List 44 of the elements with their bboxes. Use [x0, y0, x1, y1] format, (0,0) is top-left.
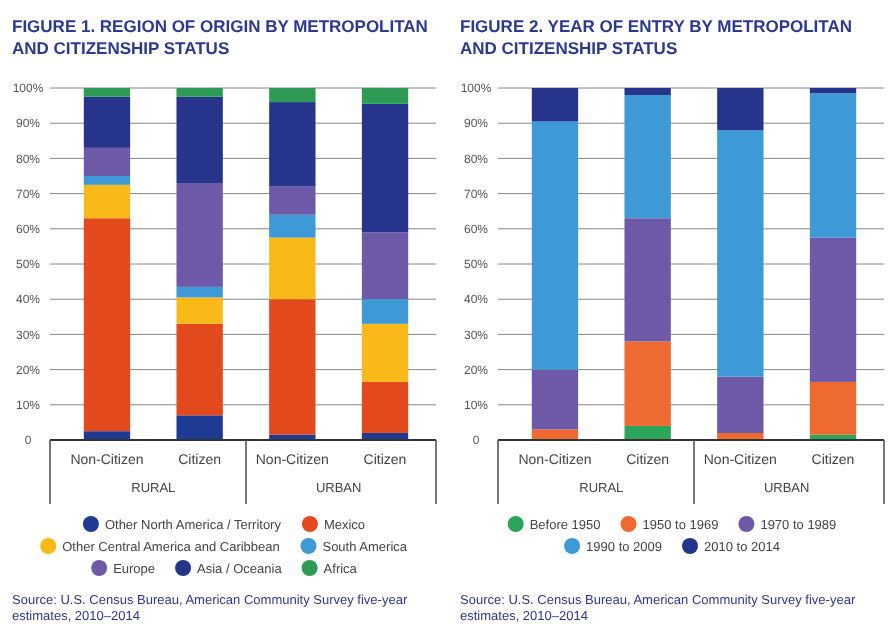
bar: [269, 102, 316, 187]
bar: [717, 376, 764, 433]
chart-title: FIGURE 1. REGION OF ORIGIN BY METROPOLITAN AND CITIZENSHIP STATUS: [12, 16, 428, 58]
bar: [269, 88, 316, 103]
bar: [83, 88, 131, 97]
bar: [361, 299, 409, 324]
bar: [361, 323, 409, 382]
bar: [176, 183, 223, 287]
bar: [176, 96, 223, 184]
bar: [624, 341, 671, 426]
bar: [176, 297, 223, 324]
bar: [269, 299, 316, 435]
bar: [531, 369, 579, 430]
bar: [361, 232, 409, 300]
bar: [269, 186, 316, 215]
bar: [531, 88, 579, 122]
bar: [176, 323, 223, 416]
bar: [176, 88, 223, 97]
bar: [717, 88, 764, 131]
bar: [83, 184, 131, 219]
bar: [83, 218, 131, 432]
bar: [361, 103, 409, 233]
bar: [531, 121, 579, 370]
bar: [809, 381, 857, 435]
bar: [269, 214, 316, 238]
bar: [531, 429, 579, 440]
bar: [624, 88, 671, 96]
bar: [624, 95, 671, 219]
bar: [361, 381, 409, 433]
bar: [809, 88, 857, 94]
bar: [83, 176, 131, 185]
bar: [176, 286, 223, 298]
bar: [361, 88, 409, 104]
bar: [269, 237, 316, 300]
bar: [624, 425, 671, 440]
bar: [83, 147, 131, 176]
bar: [717, 130, 764, 377]
bar: [83, 96, 131, 148]
bar: [809, 237, 857, 382]
bar: [809, 93, 857, 238]
bar: [176, 415, 223, 440]
chart-title: FIGURE 2. YEAR OF ENTRY BY METROPOLITAN AND CITIZENSHIP STATUS: [460, 16, 852, 58]
bar: [83, 431, 131, 440]
bar: [624, 218, 671, 342]
